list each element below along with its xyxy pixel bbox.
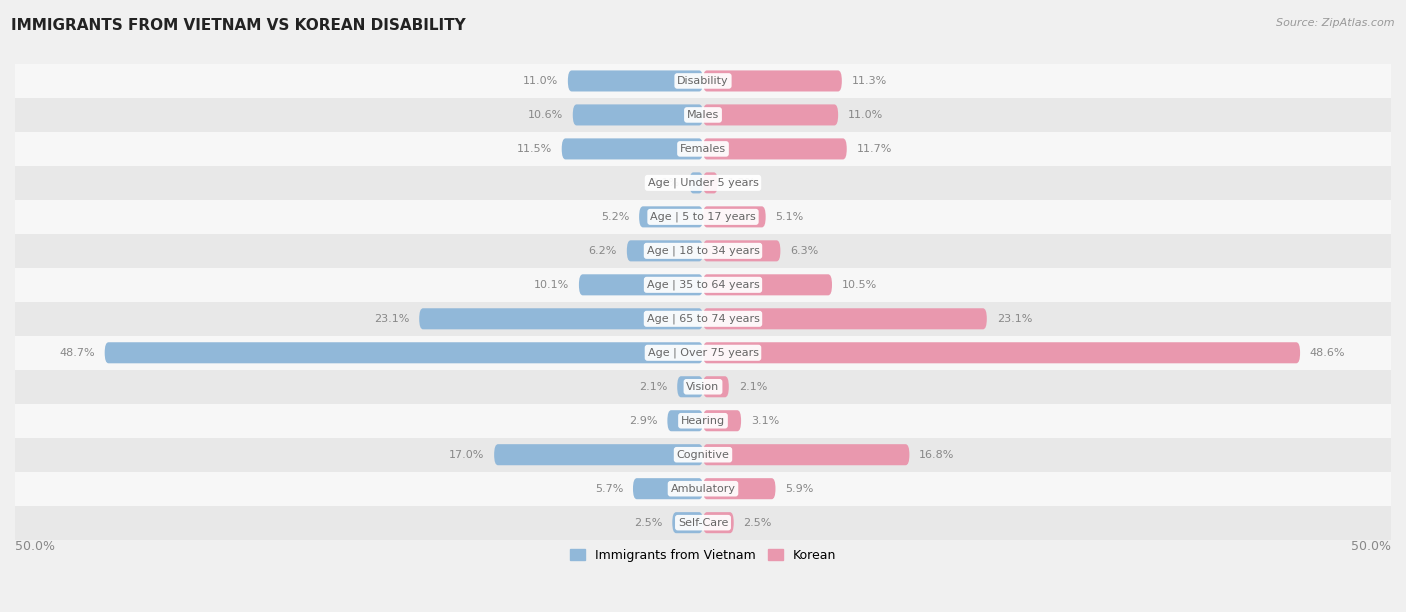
FancyBboxPatch shape — [703, 206, 766, 228]
Text: 2.5%: 2.5% — [744, 518, 772, 528]
Text: 50.0%: 50.0% — [15, 540, 55, 553]
Text: 11.0%: 11.0% — [848, 110, 883, 120]
Text: Age | 18 to 34 years: Age | 18 to 34 years — [647, 245, 759, 256]
Text: Males: Males — [688, 110, 718, 120]
Text: Age | Over 75 years: Age | Over 75 years — [648, 348, 758, 358]
Text: Source: ZipAtlas.com: Source: ZipAtlas.com — [1277, 18, 1395, 28]
Text: Vision: Vision — [686, 382, 720, 392]
FancyBboxPatch shape — [703, 410, 741, 431]
FancyBboxPatch shape — [703, 376, 728, 397]
Text: Females: Females — [681, 144, 725, 154]
Bar — [15, 506, 1391, 540]
Text: 23.1%: 23.1% — [374, 314, 409, 324]
Text: 5.7%: 5.7% — [595, 483, 623, 494]
FancyBboxPatch shape — [703, 105, 838, 125]
Text: 10.6%: 10.6% — [527, 110, 562, 120]
Bar — [15, 132, 1391, 166]
Text: 11.3%: 11.3% — [852, 76, 887, 86]
FancyBboxPatch shape — [689, 173, 703, 193]
Text: IMMIGRANTS FROM VIETNAM VS KOREAN DISABILITY: IMMIGRANTS FROM VIETNAM VS KOREAN DISABI… — [11, 18, 465, 34]
Bar — [15, 370, 1391, 404]
Bar — [15, 200, 1391, 234]
FancyBboxPatch shape — [703, 308, 987, 329]
Bar — [15, 64, 1391, 98]
Text: 2.1%: 2.1% — [638, 382, 668, 392]
Legend: Immigrants from Vietnam, Korean: Immigrants from Vietnam, Korean — [565, 543, 841, 567]
Text: 1.1%: 1.1% — [651, 178, 679, 188]
FancyBboxPatch shape — [703, 241, 780, 261]
FancyBboxPatch shape — [572, 105, 703, 125]
FancyBboxPatch shape — [640, 206, 703, 228]
Text: 5.9%: 5.9% — [786, 483, 814, 494]
FancyBboxPatch shape — [703, 444, 910, 465]
Bar — [15, 336, 1391, 370]
Bar — [15, 472, 1391, 506]
FancyBboxPatch shape — [703, 478, 776, 499]
FancyBboxPatch shape — [494, 444, 703, 465]
Text: Age | 5 to 17 years: Age | 5 to 17 years — [650, 212, 756, 222]
FancyBboxPatch shape — [703, 342, 1301, 364]
Bar — [15, 438, 1391, 472]
Text: Age | 35 to 64 years: Age | 35 to 64 years — [647, 280, 759, 290]
Bar — [15, 404, 1391, 438]
Text: 2.5%: 2.5% — [634, 518, 662, 528]
Text: 23.1%: 23.1% — [997, 314, 1032, 324]
FancyBboxPatch shape — [668, 410, 703, 431]
Text: 2.9%: 2.9% — [628, 416, 658, 426]
Text: 16.8%: 16.8% — [920, 450, 955, 460]
Text: 50.0%: 50.0% — [1351, 540, 1391, 553]
Bar — [15, 98, 1391, 132]
FancyBboxPatch shape — [104, 342, 703, 364]
Text: 5.1%: 5.1% — [776, 212, 804, 222]
FancyBboxPatch shape — [568, 70, 703, 91]
Text: 1.2%: 1.2% — [727, 178, 756, 188]
Text: 48.6%: 48.6% — [1310, 348, 1346, 358]
FancyBboxPatch shape — [703, 70, 842, 91]
Text: Age | Under 5 years: Age | Under 5 years — [648, 177, 758, 188]
Text: Self-Care: Self-Care — [678, 518, 728, 528]
Text: 11.7%: 11.7% — [856, 144, 891, 154]
Text: 3.1%: 3.1% — [751, 416, 779, 426]
Bar — [15, 234, 1391, 268]
Text: 10.5%: 10.5% — [842, 280, 877, 290]
FancyBboxPatch shape — [672, 512, 703, 533]
Text: 11.5%: 11.5% — [516, 144, 553, 154]
FancyBboxPatch shape — [562, 138, 703, 160]
Text: 5.2%: 5.2% — [600, 212, 630, 222]
FancyBboxPatch shape — [703, 138, 846, 160]
FancyBboxPatch shape — [579, 274, 703, 296]
Text: Disability: Disability — [678, 76, 728, 86]
Text: 6.3%: 6.3% — [790, 246, 818, 256]
Text: Cognitive: Cognitive — [676, 450, 730, 460]
Text: 11.0%: 11.0% — [523, 76, 558, 86]
Bar — [15, 302, 1391, 336]
FancyBboxPatch shape — [678, 376, 703, 397]
FancyBboxPatch shape — [419, 308, 703, 329]
Text: 17.0%: 17.0% — [449, 450, 484, 460]
Text: 2.1%: 2.1% — [738, 382, 768, 392]
FancyBboxPatch shape — [633, 478, 703, 499]
Text: 48.7%: 48.7% — [59, 348, 94, 358]
Text: 10.1%: 10.1% — [534, 280, 569, 290]
FancyBboxPatch shape — [703, 274, 832, 296]
Text: Age | 65 to 74 years: Age | 65 to 74 years — [647, 313, 759, 324]
Bar — [15, 166, 1391, 200]
FancyBboxPatch shape — [703, 512, 734, 533]
Text: Hearing: Hearing — [681, 416, 725, 426]
Bar — [15, 268, 1391, 302]
FancyBboxPatch shape — [703, 173, 717, 193]
Text: 6.2%: 6.2% — [589, 246, 617, 256]
Text: Ambulatory: Ambulatory — [671, 483, 735, 494]
FancyBboxPatch shape — [627, 241, 703, 261]
